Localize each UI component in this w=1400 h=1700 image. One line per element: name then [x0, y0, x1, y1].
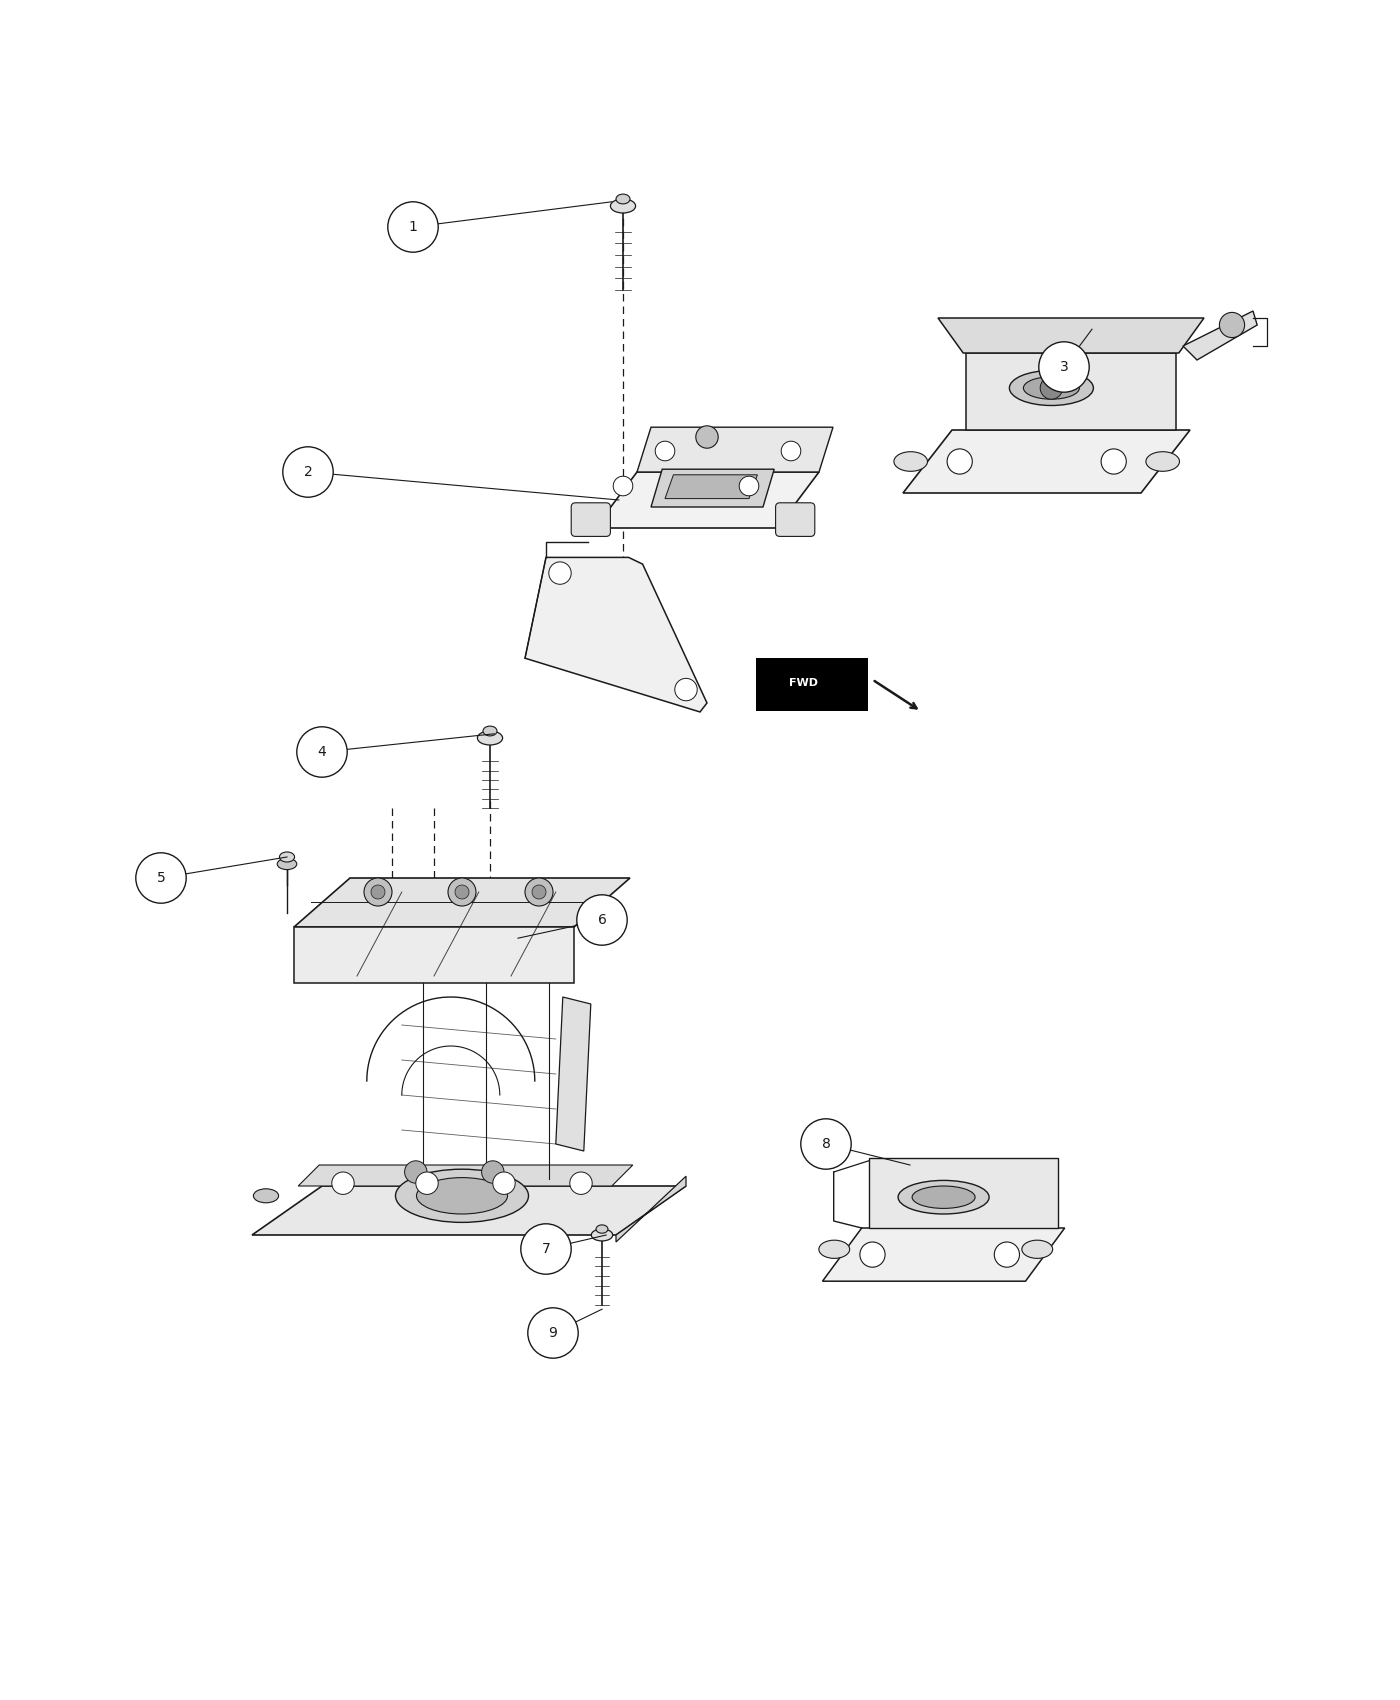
Polygon shape [938, 318, 1204, 354]
Polygon shape [1183, 311, 1257, 360]
Polygon shape [525, 558, 707, 712]
Circle shape [455, 886, 469, 899]
Polygon shape [556, 996, 591, 1151]
Circle shape [860, 1243, 885, 1266]
Text: 7: 7 [542, 1243, 550, 1256]
Circle shape [946, 449, 972, 474]
Circle shape [525, 877, 553, 906]
Circle shape [532, 886, 546, 899]
Ellipse shape [591, 1229, 613, 1241]
Polygon shape [823, 1227, 1065, 1282]
Circle shape [528, 1307, 578, 1358]
Polygon shape [294, 877, 630, 927]
Ellipse shape [596, 1226, 608, 1232]
Text: 3: 3 [1060, 360, 1068, 374]
Ellipse shape [1022, 1241, 1053, 1258]
Circle shape [416, 1171, 438, 1195]
Text: 9: 9 [549, 1326, 557, 1340]
Ellipse shape [395, 1170, 529, 1222]
Polygon shape [637, 427, 833, 473]
Text: 6: 6 [598, 913, 606, 927]
Circle shape [1102, 449, 1126, 474]
Polygon shape [294, 927, 574, 983]
Ellipse shape [280, 852, 294, 862]
Circle shape [696, 425, 718, 449]
Circle shape [801, 1119, 851, 1170]
Text: 5: 5 [157, 870, 165, 886]
Circle shape [570, 1171, 592, 1195]
Circle shape [577, 894, 627, 945]
Circle shape [781, 442, 801, 461]
Circle shape [364, 877, 392, 906]
Polygon shape [868, 1158, 1058, 1227]
Ellipse shape [913, 1187, 974, 1209]
Ellipse shape [1145, 452, 1179, 471]
Ellipse shape [610, 199, 636, 212]
Circle shape [371, 886, 385, 899]
Polygon shape [252, 1187, 686, 1234]
Polygon shape [595, 473, 819, 529]
Ellipse shape [1023, 377, 1079, 399]
Circle shape [482, 1161, 504, 1183]
Circle shape [521, 1224, 571, 1275]
FancyBboxPatch shape [571, 503, 610, 537]
Ellipse shape [893, 452, 927, 471]
Circle shape [405, 1161, 427, 1183]
Ellipse shape [819, 1241, 850, 1258]
Circle shape [1039, 342, 1089, 393]
Text: 4: 4 [318, 745, 326, 758]
Circle shape [1040, 377, 1063, 399]
Text: 8: 8 [822, 1137, 830, 1151]
Polygon shape [966, 354, 1176, 430]
Polygon shape [651, 469, 774, 507]
Polygon shape [903, 430, 1190, 493]
Circle shape [739, 476, 759, 496]
Polygon shape [616, 1176, 686, 1243]
Circle shape [655, 442, 675, 461]
Ellipse shape [417, 1178, 507, 1214]
Ellipse shape [477, 731, 503, 745]
Ellipse shape [483, 726, 497, 736]
Ellipse shape [899, 1180, 988, 1214]
Circle shape [549, 563, 571, 585]
Text: FWD: FWD [788, 678, 818, 689]
Bar [756, 658, 868, 711]
Ellipse shape [1009, 371, 1093, 406]
Circle shape [1219, 313, 1245, 338]
Circle shape [136, 853, 186, 903]
Polygon shape [665, 474, 757, 498]
Circle shape [297, 728, 347, 777]
Ellipse shape [277, 858, 297, 870]
Circle shape [283, 447, 333, 496]
Polygon shape [298, 1164, 633, 1187]
Text: 2: 2 [304, 466, 312, 479]
Circle shape [493, 1171, 515, 1195]
Circle shape [994, 1243, 1019, 1266]
Ellipse shape [616, 194, 630, 204]
Text: 1: 1 [409, 219, 417, 235]
Circle shape [332, 1171, 354, 1195]
Circle shape [388, 202, 438, 252]
FancyBboxPatch shape [776, 503, 815, 537]
Circle shape [613, 476, 633, 496]
Circle shape [675, 678, 697, 700]
Ellipse shape [253, 1188, 279, 1204]
Circle shape [448, 877, 476, 906]
